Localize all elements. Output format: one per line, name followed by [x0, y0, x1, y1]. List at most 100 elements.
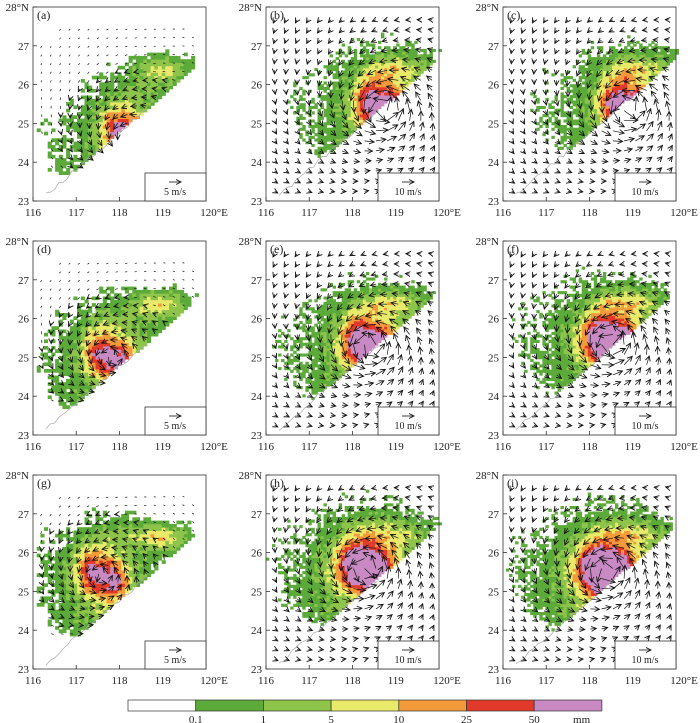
rain-cell [381, 320, 385, 324]
rain-cell [84, 128, 89, 133]
rain-cell [599, 76, 604, 80]
rain-cell [654, 54, 658, 58]
rain-cell [362, 285, 367, 289]
rain-cell [344, 70, 349, 74]
lat-tick-label: 28°N [476, 2, 499, 14]
rain-cell [117, 296, 122, 301]
rain-cell [143, 62, 148, 67]
rain-cell [329, 127, 333, 131]
rain-cell [99, 118, 104, 123]
rain-cell [183, 296, 188, 301]
rain-cell [335, 100, 339, 104]
rain-cell [311, 130, 315, 134]
rain-cell [158, 326, 163, 330]
rain-cell [642, 46, 646, 50]
rain-cell [341, 326, 346, 330]
rain-cell [642, 78, 646, 82]
wind-arrow [308, 101, 309, 106]
rain-cell [414, 70, 418, 74]
rain-cell [332, 95, 336, 99]
wind-arrow [191, 36, 194, 39]
wind-arrow [643, 20, 647, 21]
rain-cell [375, 92, 379, 96]
rain-cell [69, 329, 74, 334]
rain-cell [84, 154, 89, 159]
rain-cell [329, 364, 333, 368]
wind-arrow [89, 140, 92, 145]
rain-cell [293, 97, 297, 101]
rain-cell [587, 119, 592, 123]
wind-arrow [96, 45, 99, 48]
rain-cell [381, 54, 385, 58]
wind-arrow [609, 30, 613, 32]
rain-cell [73, 128, 78, 133]
rain-cell [135, 346, 140, 350]
rain-cell [375, 285, 379, 289]
rain-cell [353, 84, 358, 88]
rain-cell [408, 301, 412, 305]
rain-cell [375, 51, 379, 55]
rain-cell [161, 62, 166, 67]
rain-cell [362, 310, 367, 314]
rain-cell [84, 336, 89, 340]
rain-cell [660, 54, 664, 58]
rain-cell [636, 54, 640, 58]
wind-arrow [339, 50, 342, 54]
rain-cell [359, 329, 364, 333]
rain-cell [627, 95, 631, 99]
rain-cell [335, 345, 339, 349]
rain-cell [341, 312, 346, 316]
rain-cell [344, 84, 349, 88]
rain-cell [593, 62, 598, 66]
rain-cell [320, 146, 324, 150]
rain-cell [135, 329, 140, 334]
rain-cell [317, 364, 321, 368]
rain-cell [596, 105, 601, 109]
wind-arrow [77, 297, 80, 300]
wind-arrow [50, 156, 53, 160]
wind-arrow [191, 270, 195, 273]
rain-cell [381, 329, 385, 333]
rain-cell [402, 307, 406, 311]
rain-cell [387, 323, 391, 327]
rain-cell [47, 168, 52, 172]
rain-cell [402, 78, 406, 82]
rain-cell [548, 119, 552, 123]
rain-cell [326, 383, 330, 387]
rain-cell [359, 111, 364, 115]
rain-cell [353, 81, 358, 85]
wind-arrow [275, 121, 277, 124]
rain-cell [399, 73, 403, 77]
rain-cell [117, 336, 122, 340]
rain-cell [375, 73, 379, 77]
rain-cell [311, 310, 315, 314]
rain-cell [414, 51, 418, 55]
rain-cell [390, 323, 394, 327]
wind-arrow [545, 90, 546, 94]
rain-cell [396, 57, 400, 61]
rain-cell [362, 86, 367, 90]
rain-cell [281, 331, 285, 335]
rain-cell [365, 337, 370, 341]
rain-cell [69, 102, 74, 106]
rain-cell [381, 304, 385, 308]
rain-cell [353, 70, 358, 74]
rain-cell [575, 114, 580, 118]
wind-arrow [99, 131, 100, 138]
wind-arrow [432, 157, 435, 161]
rain-cell [62, 138, 67, 142]
rain-cell [575, 103, 580, 107]
rain-cell [602, 76, 607, 80]
rain-cell [587, 114, 592, 118]
wind-arrow [359, 90, 365, 101]
rain-cell [135, 102, 140, 106]
rain-cell [648, 65, 652, 69]
wind-arrow [341, 151, 348, 153]
wind-arrow [132, 337, 137, 340]
wind-arrow [663, 67, 670, 70]
rain-cell [542, 114, 546, 118]
rain-cell [88, 375, 93, 380]
wind-arrow [172, 304, 176, 307]
rain-cell [365, 288, 370, 292]
rain-cell [110, 108, 115, 113]
